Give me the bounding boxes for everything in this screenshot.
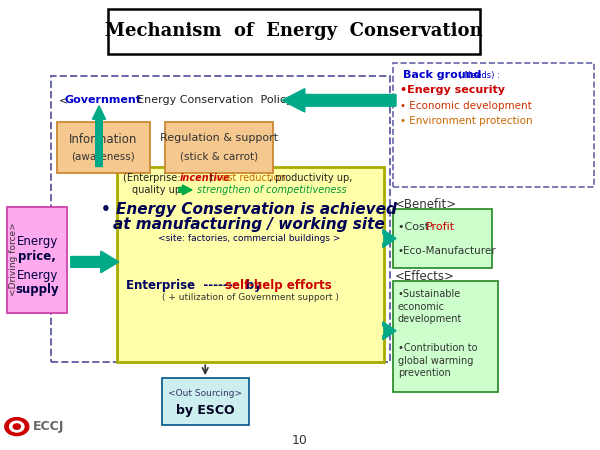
Text: , productivity up,: , productivity up,: [269, 173, 352, 183]
Text: Back ground: Back ground: [403, 70, 482, 80]
FancyBboxPatch shape: [108, 9, 480, 54]
Text: 10: 10: [292, 435, 308, 447]
FancyArrow shape: [179, 185, 192, 195]
Text: <Benefit>: <Benefit>: [395, 198, 457, 211]
Text: • Energy Conservation is achieved: • Energy Conservation is achieved: [101, 202, 397, 217]
Circle shape: [10, 421, 24, 432]
FancyArrow shape: [383, 230, 396, 248]
Text: • Environment protection: • Environment protection: [400, 117, 533, 126]
Text: (Enterprise:: (Enterprise:: [123, 173, 184, 183]
Text: •Cost: •Cost: [398, 222, 433, 232]
FancyArrow shape: [71, 251, 119, 273]
Text: ( Needs) :: ( Needs) :: [456, 71, 500, 80]
Text: Government: Government: [64, 95, 141, 105]
Text: ): ): [209, 173, 219, 183]
FancyBboxPatch shape: [393, 281, 498, 392]
FancyBboxPatch shape: [57, 122, 150, 173]
Text: quality up: quality up: [132, 185, 187, 195]
FancyBboxPatch shape: [393, 209, 492, 268]
Text: <site: factories, commercial buildings >: <site: factories, commercial buildings >: [158, 234, 340, 243]
Text: Energy: Energy: [17, 269, 58, 282]
Text: at manufacturing / working site: at manufacturing / working site: [113, 217, 385, 233]
FancyArrow shape: [282, 89, 396, 112]
Text: incentive: incentive: [180, 173, 231, 183]
Text: <Effects>: <Effects>: [395, 270, 455, 283]
Text: cost reduction: cost reduction: [216, 173, 286, 183]
FancyBboxPatch shape: [162, 378, 249, 425]
Text: •Sustainable
economic
development: •Sustainable economic development: [398, 289, 462, 324]
FancyBboxPatch shape: [7, 207, 67, 313]
Text: supply: supply: [16, 283, 59, 296]
Text: (awareness): (awareness): [71, 151, 136, 162]
Text: (stick & carrot): (stick & carrot): [180, 151, 258, 162]
Text: by ESCO: by ESCO: [176, 404, 235, 417]
Text: •Eco-Manufacturer: •Eco-Manufacturer: [398, 246, 496, 256]
Text: • Economic development: • Economic development: [400, 101, 532, 111]
Text: Profit: Profit: [426, 222, 455, 232]
Text: Regulation & support: Regulation & support: [160, 133, 278, 144]
Text: strengthen of competitiveness: strengthen of competitiveness: [197, 185, 346, 195]
Text: Information: Information: [70, 133, 137, 146]
Text: •Energy security: •Energy security: [400, 85, 505, 95]
Circle shape: [13, 424, 20, 429]
Text: <: <: [59, 95, 68, 105]
FancyArrow shape: [92, 106, 106, 166]
Text: Mechanism  of  Energy  Conservation: Mechanism of Energy Conservation: [105, 22, 483, 40]
Text: Enterprise  -------  by: Enterprise ------- by: [126, 279, 266, 292]
Text: :   Energy Conservation  Policy>: : Energy Conservation Policy>: [123, 95, 302, 105]
Text: <Out Sourcing>: <Out Sourcing>: [169, 389, 242, 398]
Text: Energy: Energy: [17, 235, 58, 248]
FancyBboxPatch shape: [165, 122, 273, 173]
Text: •Contribution to
global warming
prevention: •Contribution to global warming preventi…: [398, 343, 478, 378]
Text: ECCJ: ECCJ: [33, 420, 64, 433]
Text: ( + utilization of Government support ): ( + utilization of Government support ): [163, 293, 339, 302]
Circle shape: [5, 418, 29, 436]
FancyBboxPatch shape: [117, 166, 384, 362]
Text: self-help efforts: self-help efforts: [225, 279, 332, 292]
Text: <Driving force>: <Driving force>: [8, 222, 18, 296]
FancyArrow shape: [383, 322, 396, 340]
Text: price,: price,: [18, 250, 56, 263]
